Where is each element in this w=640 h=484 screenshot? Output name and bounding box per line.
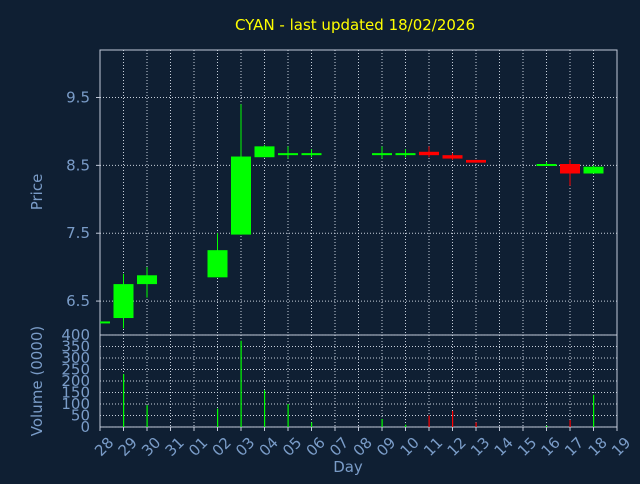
candle-body: [231, 156, 251, 235]
volume-tick-label: 0: [80, 418, 90, 436]
candle-body: [372, 153, 392, 156]
x-tick-label: 09: [373, 434, 399, 460]
x-tick-label: 08: [350, 434, 376, 460]
volume-tick-label: 400: [61, 326, 90, 344]
x-tick-label: 16: [538, 434, 564, 460]
price-tick-label: 7.5: [66, 224, 90, 242]
volume-bar: [475, 422, 477, 427]
x-tick-label: 17: [561, 434, 587, 460]
candle-body: [113, 284, 134, 319]
volume-tick-label: 150: [61, 384, 90, 402]
x-tick-label: 07: [326, 434, 352, 460]
volume-bar: [217, 408, 219, 427]
volume-tick-label: 100: [61, 395, 90, 413]
volume-tick-label: 350: [61, 338, 90, 356]
x-tick-label: 06: [303, 434, 329, 460]
volume-bar: [546, 425, 548, 427]
x-tick-label: 04: [256, 434, 282, 460]
x-tick-label: 03: [232, 434, 258, 460]
volume-tick-label: 300: [61, 349, 90, 367]
x-tick-label: 19: [608, 434, 634, 460]
candle-body: [466, 159, 486, 163]
price-tick-label: 9.5: [66, 89, 90, 107]
x-tick-label: 02: [209, 434, 235, 460]
x-tick-label: 01: [185, 434, 211, 460]
candle-body: [137, 275, 157, 285]
x-tick-label: 14: [491, 434, 517, 460]
x-tick-label: 18: [585, 434, 611, 460]
volume-tick-label: 250: [61, 361, 90, 379]
volume-bar: [452, 410, 454, 427]
volume-tick-label: 50: [71, 407, 90, 425]
volume-bar: [311, 422, 313, 427]
volume-bar: [240, 340, 242, 427]
volume-bar: [264, 390, 266, 427]
candle-body: [207, 250, 228, 278]
x-tick-label: 10: [397, 434, 423, 460]
x-tick-label: 13: [467, 434, 493, 460]
volume-bar: [146, 405, 148, 427]
candle-body: [100, 321, 110, 324]
x-tick-label: 28: [91, 434, 117, 460]
x-tick-label: 15: [514, 434, 540, 460]
candle-body: [536, 164, 557, 166]
x-tick-label: 31: [162, 434, 188, 460]
volume-bar: [287, 404, 289, 427]
volume-bar: [569, 420, 571, 427]
candle-body: [395, 153, 416, 156]
x-tick-label: 11: [420, 434, 446, 460]
volume-bar: [381, 418, 383, 427]
x-tick-label: 29: [115, 434, 141, 460]
volume-bar: [593, 394, 595, 427]
x-tick-label: 12: [444, 434, 470, 460]
volume-axis-label: Volume (0000): [28, 326, 46, 436]
price-tick-label: 6.5: [66, 292, 90, 310]
candle-body: [419, 151, 439, 156]
x-axis-label: Day: [333, 458, 363, 476]
candle-body: [278, 153, 298, 156]
x-tick-label: 05: [279, 434, 305, 460]
candle-body: [560, 164, 580, 174]
x-tick-label: 30: [138, 434, 164, 460]
volume-bar: [405, 424, 407, 427]
candle-body: [583, 166, 604, 174]
chart-layer: 2829303101020304050607080910111213141516…: [61, 49, 634, 460]
volume-bar: [428, 415, 430, 427]
chart-title: CYAN - last updated 18/02/2026: [235, 16, 475, 34]
candle-body: [254, 146, 275, 158]
volume-bar: [123, 374, 125, 427]
volume-tick-label: 200: [61, 372, 90, 390]
price-tick-label: 8.5: [66, 156, 90, 174]
candle-body: [301, 153, 322, 156]
price-axis-label: Price: [28, 174, 46, 211]
candle-body: [442, 155, 463, 159]
